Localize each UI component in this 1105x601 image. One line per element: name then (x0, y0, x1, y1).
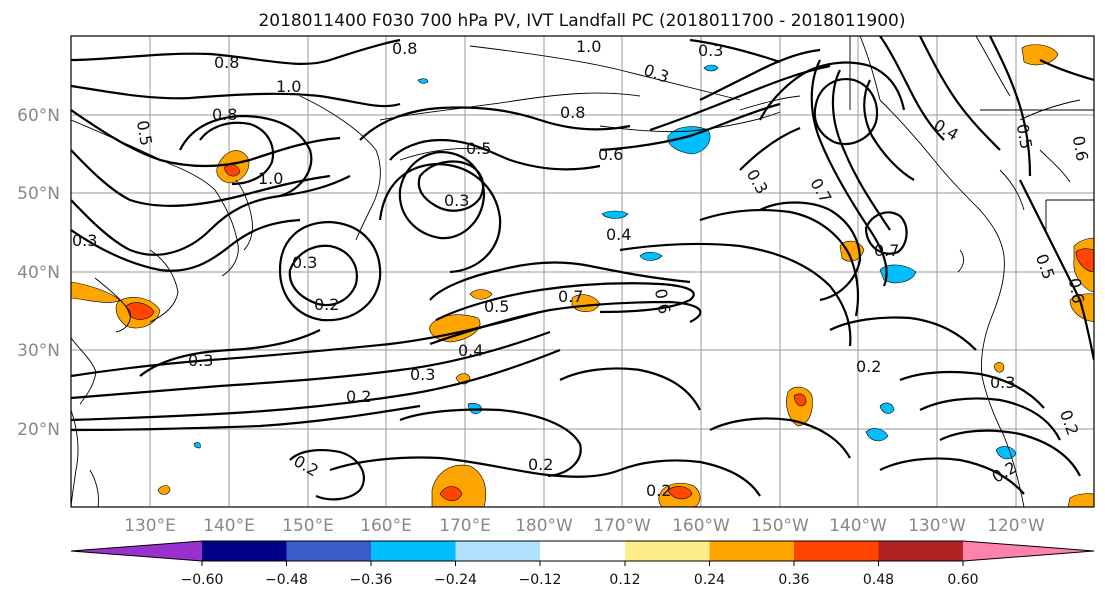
lon-label: 130°E (124, 516, 176, 536)
colorbar-tick-label: −0.24 (434, 572, 477, 588)
lat-label: 50°N (17, 184, 60, 204)
contour-label: 0.2 (346, 387, 371, 406)
colorbar-tick-label: −0.12 (519, 572, 562, 588)
contour-label: 0.3 (188, 351, 213, 370)
lon-label: 120°W (987, 516, 1045, 536)
colorbar-segment (202, 541, 287, 561)
lon-label: 150°W (751, 516, 809, 536)
contour-label: 0.5 (1013, 122, 1036, 150)
colorbar-tick-label: −0.36 (350, 572, 393, 588)
contour-label: 0.3 (698, 41, 723, 60)
contour-label: 0.3 (292, 253, 317, 272)
colorbar-segment (371, 541, 456, 561)
contour-label: 0.8 (560, 103, 585, 122)
contour-label: 1.0 (576, 37, 601, 56)
contour-label: 0.6 (651, 287, 674, 315)
colorbar-segments (71, 541, 1094, 561)
lat-label: 20°N (17, 420, 60, 440)
lon-label: 170°E (439, 516, 491, 536)
latitude-labels: 60°N 50°N 40°N 30°N 20°N (17, 106, 60, 440)
colorbar-segment (286, 541, 371, 561)
contour-label: 0.8 (392, 39, 417, 58)
contour-label: 0.5 (133, 119, 156, 147)
colorbar-tick-label: 0.36 (778, 572, 809, 588)
colorbar-tick-label: 0.12 (609, 572, 640, 588)
colorbar-segment (794, 541, 879, 561)
contour-label: 0.2 (646, 481, 671, 500)
lat-label: 40°N (17, 263, 60, 283)
colorbar-tick-label: 0.24 (694, 572, 725, 588)
pv-contours (71, 36, 1094, 501)
longitude-labels: 130°E 140°E 150°E 160°E 170°E 180°W 170°… (124, 516, 1045, 536)
lon-label: 150°E (282, 516, 334, 536)
lon-label: 140°E (203, 516, 255, 536)
colorbar-segment (709, 541, 794, 561)
contour-label: 0.3 (72, 231, 97, 250)
lon-label: 140°W (829, 516, 887, 536)
colorbar-tick-label: 0.60 (947, 572, 978, 588)
contour-label: 1.0 (258, 169, 283, 188)
figure-title: 2018011400 F030 700 hPa PV, IVT Landfall… (258, 11, 905, 31)
contour-label: 1.0 (276, 77, 301, 96)
colorbar-ticks (201, 561, 964, 566)
contour-label: 0.4 (606, 225, 631, 244)
map-panel: 0.8 1.0 0.8 0.5 1.0 0.3 0.3 0.2 0.3 0.5 … (70, 35, 1095, 508)
contour-label: 0.7 (558, 287, 583, 306)
contour-label: 0.8 (212, 105, 237, 124)
negative-pc-patches (193, 64, 1017, 460)
map-frame (70, 35, 1095, 508)
lon-label: 180°W (515, 516, 573, 536)
lat-label: 30°N (17, 341, 60, 361)
colorbar-tick-label: −0.60 (181, 572, 224, 588)
lon-label: 160°W (672, 516, 730, 536)
lat-label: 60°N (17, 106, 60, 126)
colorbar: −0.60 −0.48 −0.36 −0.24 −0.12 0.12 0.24 … (70, 540, 1095, 588)
colorbar-segment (963, 541, 1094, 561)
colorbar-tick-label: 0.48 (863, 572, 894, 588)
colorbar-segment (540, 541, 625, 561)
contour-label: 0.2 (528, 455, 553, 474)
colorbar-segment (878, 541, 963, 561)
lon-label: 160°E (360, 516, 412, 536)
contour-label: 0.6 (1069, 134, 1092, 162)
colorbar-segment (625, 541, 710, 561)
positive-pc-patches (71, 44, 1094, 507)
contour-label: 0.3 (444, 191, 469, 210)
lon-label: 130°W (908, 516, 966, 536)
colorbar-segment (455, 541, 540, 561)
lon-label: 170°W (593, 516, 651, 536)
contour-label: 0.4 (458, 341, 483, 360)
contour-label: 0.2 (314, 295, 339, 314)
contour-label: 0.3 (410, 365, 435, 384)
contour-label: 0.8 (214, 53, 239, 72)
contour-label: 0.3 (990, 373, 1015, 392)
colorbar-tick-labels: −0.60 −0.48 −0.36 −0.24 −0.12 0.12 0.24 … (181, 572, 979, 588)
contour-label: 0.5 (484, 297, 509, 316)
contour-label: 0.2 (856, 357, 881, 376)
contour-label: 0.6 (598, 145, 623, 164)
contour-label: 0.7 (874, 241, 899, 260)
colorbar-segment (71, 541, 202, 561)
contour-label: 0.5 (466, 139, 491, 158)
colorbar-tick-label: −0.48 (265, 572, 308, 588)
contour-label: 0.6 (1065, 277, 1088, 305)
